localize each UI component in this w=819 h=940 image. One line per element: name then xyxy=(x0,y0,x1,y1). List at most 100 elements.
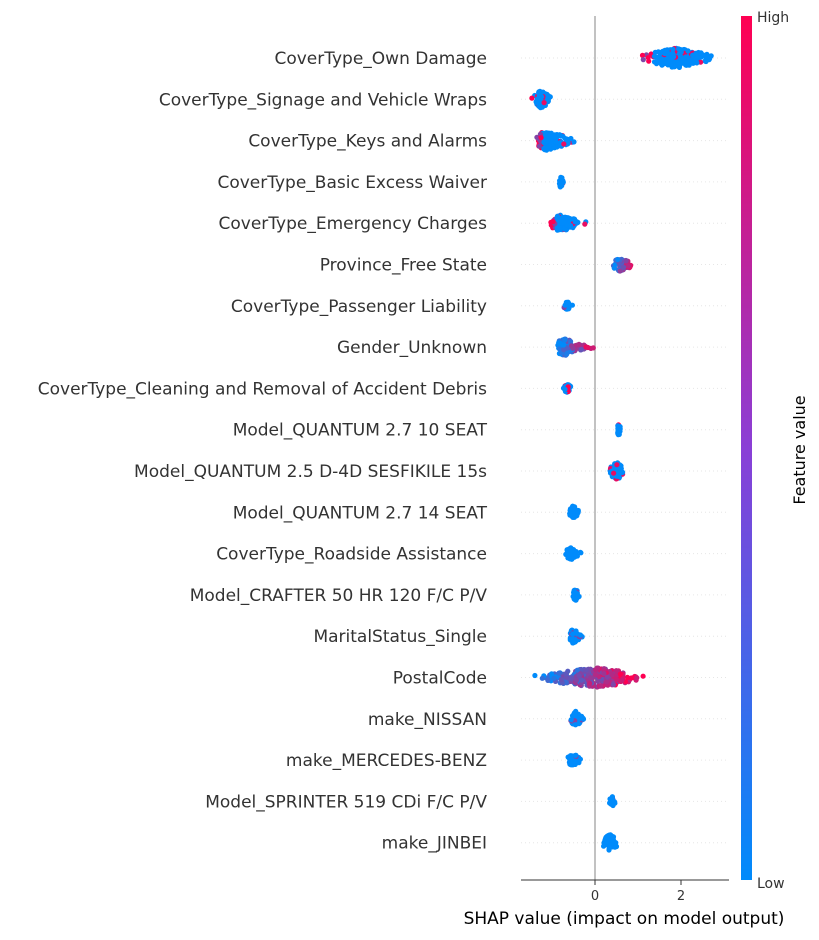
shap-point xyxy=(610,794,615,799)
shap-point xyxy=(683,54,688,59)
shap-point xyxy=(557,226,562,231)
feature-label: CoverType_Emergency Charges xyxy=(219,214,488,234)
feature-label: Model_QUANTUM 2.7 14 SEAT xyxy=(233,503,488,523)
shap-point xyxy=(615,423,620,428)
shap-point xyxy=(551,676,556,681)
feature-label: CoverType_Signage and Vehicle Wraps xyxy=(159,90,487,110)
shap-point xyxy=(561,141,566,146)
shap-point xyxy=(537,144,542,149)
shap-point xyxy=(552,145,557,150)
feature-label: CoverType_Own Damage xyxy=(274,49,487,69)
feature-label: Gender_Unknown xyxy=(337,338,487,358)
colorbar-low-label: Low xyxy=(757,876,785,892)
shap-point xyxy=(604,834,609,839)
shap-point xyxy=(611,471,616,476)
feature-label: Model_QUANTUM 2.5 D-4D SESFIKILE 15s xyxy=(134,462,487,482)
shap-point xyxy=(615,431,620,436)
shap-point xyxy=(587,681,592,686)
feature-label: Model_SPRINTER 519 CDi F/C P/V xyxy=(205,792,487,812)
feature-label: MaritalStatus_Single xyxy=(313,627,487,647)
shap-point xyxy=(532,673,537,678)
shap-point xyxy=(634,675,639,680)
shap-point xyxy=(561,347,566,352)
shap-point xyxy=(582,222,587,227)
shap-point xyxy=(571,139,576,144)
shap-point xyxy=(609,672,614,677)
x-tick-label: 2 xyxy=(677,889,685,904)
colorbar-high-label: High xyxy=(757,10,789,26)
shap-point xyxy=(569,761,574,766)
shap-point xyxy=(690,59,695,64)
shap-point xyxy=(543,140,548,145)
shap-point xyxy=(572,712,577,717)
feature-labels: CoverType_Own Damage CoverType_Signage an… xyxy=(38,49,488,854)
shap-point xyxy=(574,678,579,683)
colorbar: High Low Feature value xyxy=(741,10,809,892)
shap-point xyxy=(663,51,668,56)
feature-label: CoverType_Passenger Liability xyxy=(231,297,487,317)
shap-point xyxy=(685,48,690,53)
shap-point xyxy=(555,214,560,219)
shap-point xyxy=(542,100,547,105)
feature-label: make_MERCEDES-BENZ xyxy=(286,751,487,771)
shap-point xyxy=(545,678,550,683)
shap-point xyxy=(567,511,572,516)
shap-point xyxy=(665,61,670,66)
shap-point xyxy=(702,53,707,58)
shap-point xyxy=(591,345,596,350)
shap-point xyxy=(684,60,689,65)
feature-label: make_JINBEI xyxy=(382,834,487,854)
shap-point xyxy=(540,676,545,681)
feature-label: PostalCode xyxy=(393,669,487,689)
shap-point xyxy=(652,54,657,59)
shap-point xyxy=(611,682,616,687)
shap-point xyxy=(573,722,578,727)
shap-point xyxy=(575,595,580,600)
shap-point xyxy=(561,342,566,347)
shap-point xyxy=(619,678,624,683)
shap-point xyxy=(568,223,573,228)
feature-label: CoverType_Roadside Assistance xyxy=(216,545,487,565)
feature-label: Province_Free State xyxy=(320,256,487,276)
shap-point xyxy=(618,672,623,677)
shap-point xyxy=(563,671,568,676)
shap-point xyxy=(611,839,616,844)
shap-point xyxy=(551,219,556,224)
shap-point xyxy=(559,677,564,682)
shap-points xyxy=(529,46,714,853)
shap-point xyxy=(593,667,598,672)
shap-point xyxy=(577,673,582,678)
shap-point xyxy=(569,548,574,553)
shap-point xyxy=(549,671,554,676)
shap-point xyxy=(529,96,534,101)
shap-point xyxy=(573,753,578,758)
shap-point xyxy=(598,683,603,688)
shap-point xyxy=(576,342,581,347)
shap-point xyxy=(564,352,569,357)
shap-point xyxy=(559,181,564,186)
feature-label: Model_QUANTUM 2.7 10 SEAT xyxy=(233,421,488,441)
grid-lines xyxy=(521,58,729,843)
shap-point xyxy=(584,667,589,672)
shap-point xyxy=(615,257,620,262)
shap-point xyxy=(563,136,568,141)
shap-point xyxy=(616,474,621,479)
shap-point xyxy=(572,504,577,509)
feature-label: CoverType_Keys and Alarms xyxy=(248,132,487,152)
shap-point xyxy=(548,94,553,99)
shap-point xyxy=(659,62,664,67)
shap-point xyxy=(575,510,580,515)
shap-point xyxy=(588,675,593,680)
shap-point xyxy=(629,675,634,680)
shap-point xyxy=(556,671,561,676)
shap-point xyxy=(574,219,579,224)
shap-point xyxy=(612,266,617,271)
shap-point xyxy=(563,303,568,308)
x-axis-title: SHAP value (impact on model output) xyxy=(464,909,785,929)
shap-point xyxy=(564,215,569,220)
shap-point xyxy=(659,56,664,61)
feature-label: CoverType_Cleaning and Removal of Accide… xyxy=(38,379,487,399)
shap-point xyxy=(569,717,574,722)
feature-label: make_NISSAN xyxy=(368,710,487,730)
shap-point xyxy=(593,672,598,677)
